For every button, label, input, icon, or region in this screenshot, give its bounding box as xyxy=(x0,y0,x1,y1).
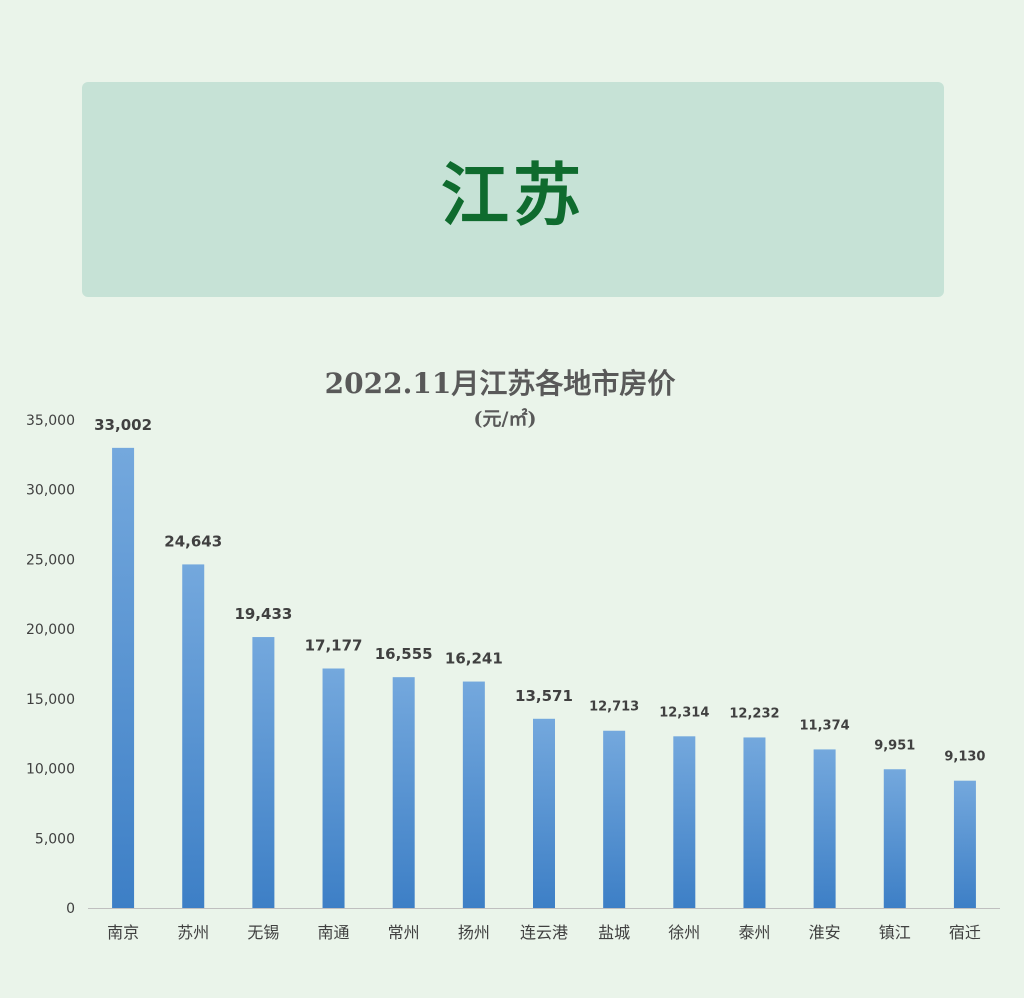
data-label: 9,130 xyxy=(944,750,985,765)
y-tick-label: 20,000 xyxy=(26,622,75,638)
data-label: 33,002 xyxy=(94,416,152,434)
data-label: 16,241 xyxy=(445,650,503,668)
chart-subtitle: (元/㎡) xyxy=(473,408,537,430)
data-label: 19,433 xyxy=(234,605,292,623)
x-tick-label: 宿迁 xyxy=(949,923,981,942)
bar xyxy=(252,637,275,908)
bar xyxy=(883,769,906,908)
data-label: 12,314 xyxy=(659,705,709,720)
y-tick-label: 15,000 xyxy=(26,692,75,708)
x-tick-label: 南通 xyxy=(318,923,350,942)
data-label: 12,713 xyxy=(589,700,639,715)
bar xyxy=(743,737,766,908)
data-label: 9,951 xyxy=(874,738,915,753)
bar xyxy=(112,447,135,908)
bar xyxy=(813,749,836,908)
title-banner: 江苏 xyxy=(82,82,944,297)
data-label: 17,177 xyxy=(305,637,363,655)
bar xyxy=(953,780,976,908)
y-tick-label: 5,000 xyxy=(35,831,75,847)
bar xyxy=(182,564,205,908)
data-label: 16,555 xyxy=(375,645,433,663)
bar xyxy=(533,718,555,908)
bar xyxy=(322,668,345,908)
x-tick-label: 苏州 xyxy=(177,923,209,942)
x-tick-label: 镇江 xyxy=(879,923,911,942)
x-tick-label: 泰州 xyxy=(738,923,770,942)
bar-layer xyxy=(112,447,976,908)
data-label: 12,232 xyxy=(729,706,779,721)
bar xyxy=(673,736,696,908)
bar xyxy=(462,681,485,908)
axis-layer: 0 5,000 10,000 15,000 20,000 25,000 30,000 35,0… xyxy=(26,413,1000,917)
y-tick-label: 35,000 xyxy=(26,413,75,429)
data-label: 24,643 xyxy=(164,532,222,550)
x-tick-label: 常州 xyxy=(388,923,420,942)
x-tick-label: 连云港 xyxy=(520,923,568,942)
chart-title: 2022.11月江苏各地市房价 xyxy=(324,367,676,400)
y-tick-label: 10,000 xyxy=(26,762,75,778)
label-layer: 南京 33,002 苏州 24,643 无锡 19,433 南通 17,177 常州 16,555… xyxy=(94,416,985,942)
x-tick-label: 南京 xyxy=(107,923,139,942)
bar xyxy=(603,730,626,908)
data-label: 11,374 xyxy=(800,718,850,733)
bar xyxy=(392,677,415,908)
x-tick-label: 淮安 xyxy=(809,923,841,942)
x-tick-label: 无锡 xyxy=(247,923,279,942)
x-tick-label: 徐州 xyxy=(668,923,700,942)
banner-title: 江苏 xyxy=(440,157,585,236)
data-label: 13,571 xyxy=(515,687,573,705)
x-tick-label: 扬州 xyxy=(458,923,490,942)
x-tick-label: 盐城 xyxy=(598,923,630,942)
y-tick-label: 30,000 xyxy=(26,483,75,499)
y-tick-label: 25,000 xyxy=(26,552,75,568)
y-tick-label: 0 xyxy=(66,901,75,917)
